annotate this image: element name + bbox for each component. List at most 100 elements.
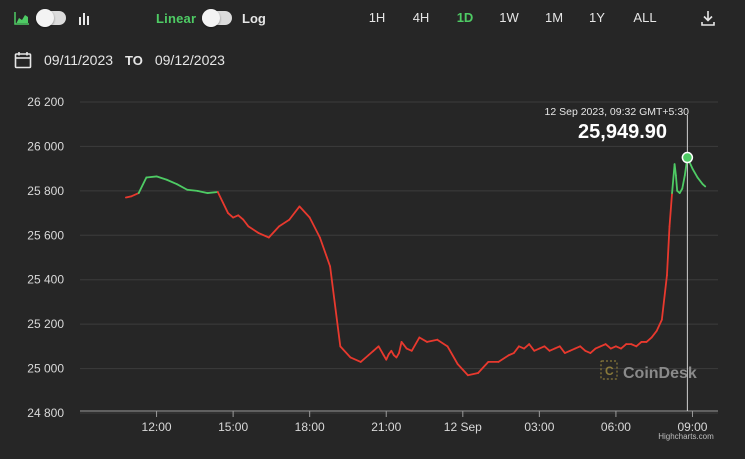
- price-line-segment: [594, 345, 602, 350]
- price-line-segment: [538, 345, 546, 350]
- price-line-segment: [359, 354, 370, 363]
- price-line-segment: [548, 347, 556, 352]
- tooltip-time: 12 Sep 2023, 09:32 GMT+5:30: [545, 106, 690, 118]
- price-line-segment: [232, 214, 240, 219]
- price-line-segment: [436, 338, 449, 348]
- price-line-segment: [339, 345, 352, 359]
- y-tick-label: 25 200: [27, 317, 64, 331]
- price-line-segment: [377, 345, 385, 357]
- chart-type-toggle[interactable]: [36, 8, 66, 28]
- price-line-segment: [630, 343, 638, 348]
- price-line-segment: [681, 174, 686, 190]
- grid-lines: [80, 101, 718, 417]
- y-tick-label: 25 000: [27, 362, 64, 376]
- price-line-segment: [668, 192, 673, 228]
- range-all-button[interactable]: ALL: [633, 10, 657, 25]
- price-line-segment: [227, 212, 235, 219]
- price-line-segment: [247, 225, 260, 234]
- calendar-icon[interactable]: [14, 51, 32, 69]
- y-tick-label: 26 000: [27, 139, 64, 153]
- price-line-segment: [137, 176, 148, 194]
- price-line-segment: [176, 183, 189, 191]
- price-line-segment: [367, 349, 375, 357]
- price-line-segment: [318, 236, 331, 268]
- scale-log-label[interactable]: Log: [242, 8, 266, 28]
- scale-toggle[interactable]: [202, 8, 232, 28]
- log-text: Log: [242, 10, 266, 26]
- price-line-segment: [410, 336, 421, 352]
- price-line-segment: [385, 353, 390, 361]
- price-line-segment: [518, 345, 525, 350]
- download-icon[interactable]: [700, 8, 716, 28]
- price-line-segment: [671, 163, 676, 194]
- price-line-segment: [288, 205, 301, 221]
- price-line-segment: [130, 192, 140, 198]
- x-tick-label: 09:00: [677, 420, 707, 434]
- scale-linear-label[interactable]: Linear: [156, 8, 196, 28]
- date-to-label: TO: [125, 52, 143, 68]
- bar-chart-icon[interactable]: [78, 8, 92, 28]
- price-line-segment: [635, 341, 643, 348]
- price-line-segment: [298, 205, 311, 219]
- price-line-segment: [563, 349, 571, 354]
- coindesk-logo-icon: C: [600, 360, 618, 380]
- price-line-segment: [145, 175, 158, 179]
- price-line-segment: [467, 372, 480, 377]
- price-line-segment: [398, 341, 403, 354]
- price-line-segment: [569, 347, 576, 352]
- range-1y-button[interactable]: 1Y: [589, 10, 605, 25]
- y-tick-label: 25 600: [27, 228, 64, 242]
- price-line-segment: [257, 232, 270, 239]
- y-tick-label: 24 800: [27, 406, 64, 420]
- highlight-point[interactable]: [681, 151, 694, 164]
- x-tick-label: 12:00: [142, 420, 172, 434]
- coindesk-watermark: C CoinDesk: [600, 360, 697, 382]
- price-line-segment: [155, 175, 168, 181]
- price-line-segment: [599, 343, 607, 348]
- price-line-segment: [574, 345, 582, 350]
- price-line-segment: [329, 265, 342, 348]
- range-1m-button[interactable]: 1M: [544, 10, 564, 25]
- price-line-segment: [372, 345, 380, 352]
- price-series: [125, 156, 707, 377]
- y-tick-label: 26 200: [27, 95, 64, 109]
- price-line-segment: [528, 343, 536, 352]
- price-line-segment: [673, 163, 677, 177]
- price-line-segment: [400, 341, 408, 350]
- x-tick-label: 15:00: [218, 420, 248, 434]
- price-line-segment: [620, 343, 628, 350]
- price-line-segment: [456, 363, 469, 377]
- watermark-text: CoinDesk: [623, 365, 697, 382]
- price-line-segment: [418, 336, 428, 343]
- range-1w-button[interactable]: 1W: [499, 10, 519, 25]
- price-line-segment: [553, 345, 561, 350]
- price-line-segment: [186, 188, 199, 192]
- linear-text: Linear: [156, 10, 197, 26]
- price-line-segment: [650, 329, 658, 339]
- x-tick-label: 06:00: [601, 420, 631, 434]
- price-line-segment: [196, 189, 209, 194]
- range-1d-button[interactable]: 1D: [456, 10, 474, 25]
- x-tick-label: 03:00: [524, 420, 554, 434]
- chart-toolbar: Linear Log 1H 4H 1D 1W 1M 1Y ALL: [0, 0, 745, 36]
- price-line-segment: [426, 338, 439, 343]
- date-to[interactable]: 09/12/2023: [154, 52, 225, 68]
- price-line-segment: [589, 347, 597, 354]
- price-line-segment: [242, 218, 250, 228]
- price-line-segment: [165, 178, 178, 186]
- highcharts-credit[interactable]: Highcharts.com: [658, 432, 714, 441]
- date-range: 09/11/2023 TO 09/12/2023: [14, 50, 225, 70]
- price-line-segment: [666, 225, 671, 277]
- price-line-segment: [696, 176, 704, 186]
- tooltip-price: 25,949.90: [578, 121, 667, 143]
- price-line-segment: [533, 347, 541, 352]
- range-1h-button[interactable]: 1H: [368, 10, 386, 25]
- price-line-segment: [609, 345, 617, 350]
- date-from[interactable]: 09/11/2023: [44, 52, 114, 68]
- svg-text:C: C: [605, 364, 614, 378]
- price-line-segment: [701, 183, 707, 188]
- area-chart-icon[interactable]: [14, 8, 30, 28]
- range-4h-button[interactable]: 4H: [412, 10, 430, 25]
